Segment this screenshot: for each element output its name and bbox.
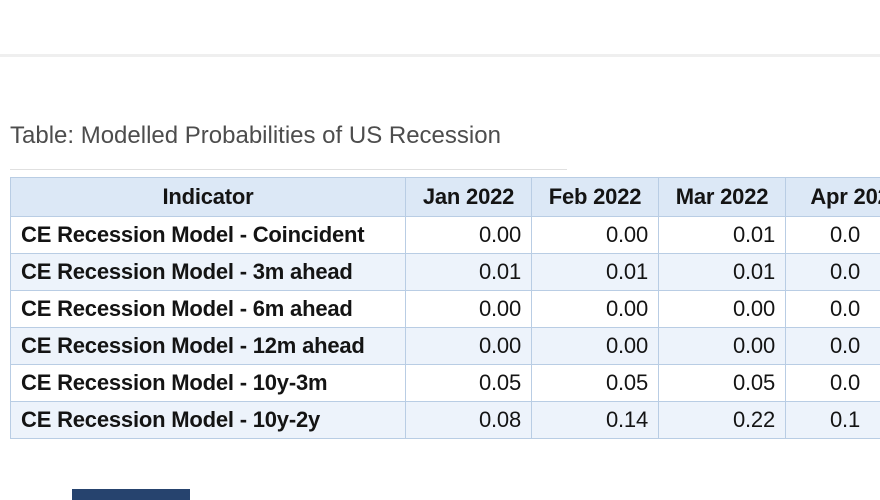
value-cell-mar: 0.22 [658,401,786,439]
header-cell-mar-2022: Mar 2022 [658,177,786,217]
indicator-cell: CE Recession Model - Coincident [10,216,406,254]
page-title: Table: Modelled Probabilities of US Rece… [10,122,501,149]
value-cell-apr-clipped: 0.1 [785,401,880,439]
header-cell-feb-2022: Feb 2022 [531,177,659,217]
indicator-cell: CE Recession Model - 3m ahead [10,253,406,291]
title-underline [10,169,567,170]
value-cell-feb: 0.00 [531,216,659,254]
value-cell-mar: 0.01 [658,216,786,254]
value-cell-feb: 0.05 [531,364,659,402]
value-cell-feb: 0.14 [531,401,659,439]
value-cell-apr-clipped: 0.0 [785,290,880,328]
value-cell-mar: 0.00 [658,290,786,328]
value-cell-mar: 0.01 [658,253,786,291]
value-cell-apr-clipped: 0.0 [785,253,880,291]
value-cell-apr-clipped: 0.0 [785,364,880,402]
value-cell-apr-clipped: 0.0 [785,327,880,365]
table-row-12m-ahead: CE Recession Model - 12m ahead 0.00 0.00… [10,327,880,365]
value-cell-jan: 0.00 [405,327,532,365]
table-row-10y-3m: CE Recession Model - 10y-3m 0.05 0.05 0.… [10,364,880,402]
value-cell-mar: 0.00 [658,327,786,365]
bottom-partial-element [72,489,190,500]
top-divider-line [0,54,880,57]
recession-probability-table: Indicator Jan 2022 Feb 2022 Mar 2022 Apr… [10,177,880,439]
indicator-cell: CE Recession Model - 10y-2y [10,401,406,439]
table-header-row: Indicator Jan 2022 Feb 2022 Mar 2022 Apr… [10,177,880,217]
table-row-6m-ahead: CE Recession Model - 6m ahead 0.00 0.00 … [10,290,880,328]
value-cell-jan: 0.00 [405,216,532,254]
value-cell-jan: 0.08 [405,401,532,439]
indicator-cell: CE Recession Model - 10y-3m [10,364,406,402]
value-cell-jan: 0.01 [405,253,532,291]
value-cell-apr-clipped: 0.0 [785,216,880,254]
value-cell-feb: 0.01 [531,253,659,291]
table-row-3m-ahead: CE Recession Model - 3m ahead 0.01 0.01 … [10,253,880,291]
table-row-10y-2y: CE Recession Model - 10y-2y 0.08 0.14 0.… [10,401,880,439]
indicator-cell: CE Recession Model - 12m ahead [10,327,406,365]
header-cell-indicator: Indicator [10,177,406,217]
header-cell-apr-2022: Apr 2022 [785,177,880,217]
indicator-cell: CE Recession Model - 6m ahead [10,290,406,328]
table-row-coincident: CE Recession Model - Coincident 0.00 0.0… [10,216,880,254]
value-cell-feb: 0.00 [531,327,659,365]
value-cell-mar: 0.05 [658,364,786,402]
value-cell-feb: 0.00 [531,290,659,328]
value-cell-jan: 0.00 [405,290,532,328]
value-cell-jan: 0.05 [405,364,532,402]
header-cell-jan-2022: Jan 2022 [405,177,532,217]
